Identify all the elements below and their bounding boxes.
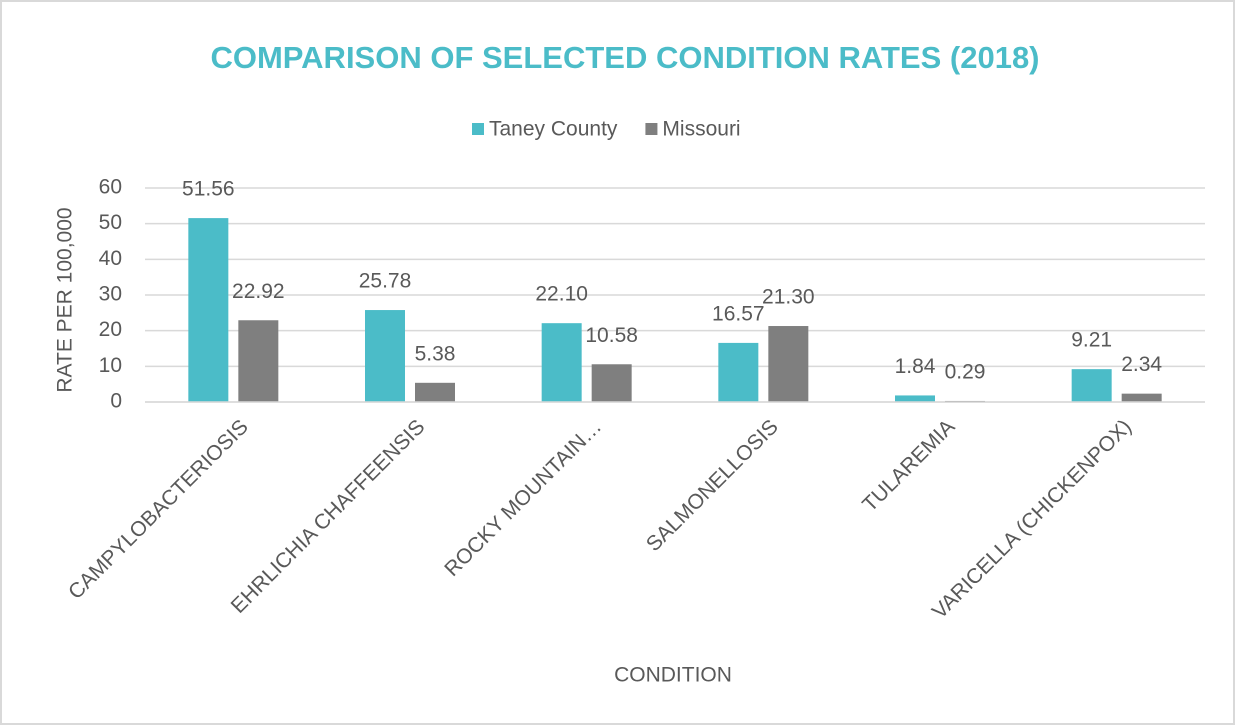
legend-label: Taney County [489, 118, 618, 141]
data-label: 1.84 [895, 355, 936, 378]
legend-label: Missouri [662, 118, 740, 141]
data-label: 25.78 [359, 270, 412, 293]
bar [188, 218, 229, 402]
bar [1121, 393, 1162, 402]
y-tick-label: 30 [99, 283, 122, 306]
legend-swatch [472, 123, 484, 135]
data-label: 2.34 [1121, 353, 1162, 376]
bar [238, 320, 279, 402]
bar [415, 382, 455, 402]
data-label: 9.21 [1071, 329, 1112, 352]
bar [768, 326, 809, 402]
data-label: 51.56 [182, 178, 235, 201]
bar [365, 310, 405, 402]
bar [895, 395, 935, 402]
y-tick-label: 40 [99, 247, 122, 270]
bar [591, 364, 632, 402]
chart-title: COMPARISON OF SELECTED CONDITION RATES (… [210, 40, 1039, 75]
data-label: 10.58 [585, 324, 638, 347]
y-tick-label: 10 [99, 354, 122, 377]
bar [541, 323, 582, 402]
y-axis-title: RATE PER 100,000 [54, 207, 77, 392]
data-label: 22.10 [535, 283, 588, 306]
bar [718, 342, 759, 402]
y-tick-label: 50 [99, 211, 122, 234]
y-tick-label: 20 [99, 318, 122, 341]
x-axis-title: CONDITION [614, 664, 732, 687]
y-tick-label: 0 [110, 390, 122, 413]
data-label: 0.29 [945, 361, 986, 384]
data-label: 16.57 [712, 302, 765, 325]
y-tick-label: 60 [99, 176, 122, 199]
data-label: 21.30 [762, 286, 815, 309]
bar [1071, 369, 1112, 402]
data-label: 22.92 [232, 280, 285, 303]
legend-swatch [645, 123, 658, 135]
data-label: 5.38 [415, 342, 456, 365]
